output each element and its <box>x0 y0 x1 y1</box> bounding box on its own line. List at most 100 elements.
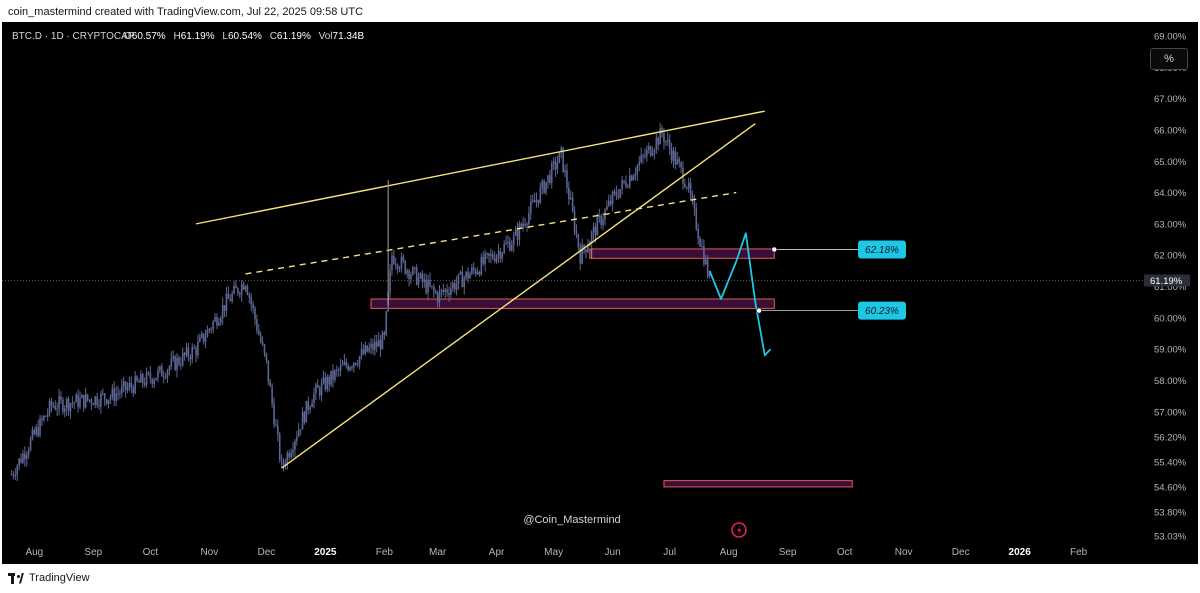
candle-body <box>558 152 561 164</box>
candle-body <box>204 337 207 342</box>
y-tick-label: 67.00% <box>1154 94 1187 105</box>
candle-body <box>625 182 627 187</box>
candle-body <box>164 376 167 378</box>
candle-body <box>102 393 104 395</box>
candle-body <box>670 148 673 161</box>
candle-body <box>516 229 519 240</box>
candle-body <box>44 415 47 417</box>
candle-body <box>88 399 91 401</box>
candle-body <box>280 459 283 462</box>
candle-body <box>225 293 228 311</box>
candle-body <box>530 201 532 213</box>
tradingview-logo[interactable]: TradingView <box>8 572 90 584</box>
candle-body <box>128 383 131 388</box>
candle-body <box>699 238 701 247</box>
candle-body <box>178 357 180 365</box>
candle-body <box>71 402 74 404</box>
candle-body <box>105 399 108 404</box>
candle-body <box>122 381 125 386</box>
candle-body <box>421 273 424 283</box>
candle-body <box>187 347 190 357</box>
candle-body <box>155 377 157 381</box>
percent-scale-button[interactable]: % <box>1150 48 1188 70</box>
candle-body <box>600 215 602 225</box>
price-label-text: 62.18% <box>865 245 899 256</box>
candle-body <box>311 403 313 408</box>
chart-panel[interactable]: BTC.D · 1D · CRYPTOCAP O60.57% H61.19% L… <box>2 22 1198 564</box>
candle-body <box>197 341 199 356</box>
candle-body <box>119 393 121 395</box>
candle-body <box>235 285 237 289</box>
x-tick-label: May <box>544 547 563 558</box>
candle-body <box>191 347 194 360</box>
candle-body <box>362 349 365 354</box>
candle-body <box>214 316 216 322</box>
candle-body <box>370 343 372 348</box>
y-tick-label: 56.20% <box>1154 432 1187 443</box>
candle-body <box>353 362 355 368</box>
candle-body <box>180 364 182 366</box>
candle-body <box>41 418 43 421</box>
candle-body <box>703 245 705 265</box>
candle-body <box>446 289 448 293</box>
watermark-text: @Coin_Mastermind <box>523 514 620 526</box>
candle-body <box>623 180 625 183</box>
candle-body <box>417 277 420 285</box>
candle-body <box>349 367 351 371</box>
candle-body <box>444 289 447 292</box>
x-tick-label: Dec <box>258 547 276 558</box>
candle-body <box>172 356 174 359</box>
candle-body <box>233 285 235 294</box>
candle-body <box>52 405 55 407</box>
candle-body <box>143 383 146 385</box>
candle-body <box>701 245 703 247</box>
candle-body <box>467 271 469 279</box>
candle-body <box>488 253 490 256</box>
candle-body <box>316 384 319 388</box>
candle-body <box>265 353 268 361</box>
candle-body <box>355 362 357 365</box>
candle-body <box>575 231 578 235</box>
x-tick-label: Dec <box>952 547 970 558</box>
candle-body <box>493 258 496 262</box>
candle-body <box>594 226 597 236</box>
candle-body <box>259 334 262 342</box>
candle-body <box>278 434 281 460</box>
candle-body <box>366 345 369 352</box>
candle-body <box>457 273 460 284</box>
candle-body <box>522 223 525 227</box>
time-axis[interactable]: Aug Sep Oct Nov Dec 2025 Feb Mar Apr May Jun Jul Aug… <box>25 547 1087 558</box>
x-tick-label: Aug <box>720 547 738 558</box>
candle-body <box>453 283 456 290</box>
candle-body <box>429 280 431 287</box>
candle-body <box>412 267 414 275</box>
attribution-text: coin_mastermind created with TradingView… <box>8 6 364 18</box>
candle-body <box>503 244 505 253</box>
candle-body <box>79 398 81 408</box>
candle-body <box>672 151 675 161</box>
x-tick-label: Jul <box>663 547 676 558</box>
candle-body <box>432 286 435 292</box>
candle-body <box>48 400 51 414</box>
price-axis[interactable]: 53.03% 53.80% 54.60% 55.40% 56.20% 57.00% 58.0… <box>1144 32 1190 543</box>
candle-body <box>75 394 77 403</box>
candle-body <box>545 181 547 193</box>
candle-body <box>647 146 650 150</box>
candle-body <box>31 429 34 439</box>
candle-body <box>24 453 26 460</box>
candle-body <box>471 267 473 274</box>
candle-body <box>221 305 224 319</box>
candle-body <box>509 241 511 251</box>
price-chart[interactable]: BTC.D · 1D · CRYPTOCAP O60.57% H61.19% L… <box>2 22 1198 564</box>
candle-body <box>341 364 344 366</box>
candle-body <box>611 191 614 205</box>
candle-body <box>339 365 342 371</box>
candle-body <box>514 229 517 236</box>
legend-low-value: 60.54% <box>228 31 262 42</box>
y-tick-label: 62.00% <box>1154 251 1187 262</box>
candle-body <box>571 197 574 211</box>
candle-body <box>297 429 300 437</box>
candle-body <box>512 235 515 246</box>
candle-body <box>398 268 401 270</box>
y-tick-label: 54.60% <box>1154 482 1187 493</box>
